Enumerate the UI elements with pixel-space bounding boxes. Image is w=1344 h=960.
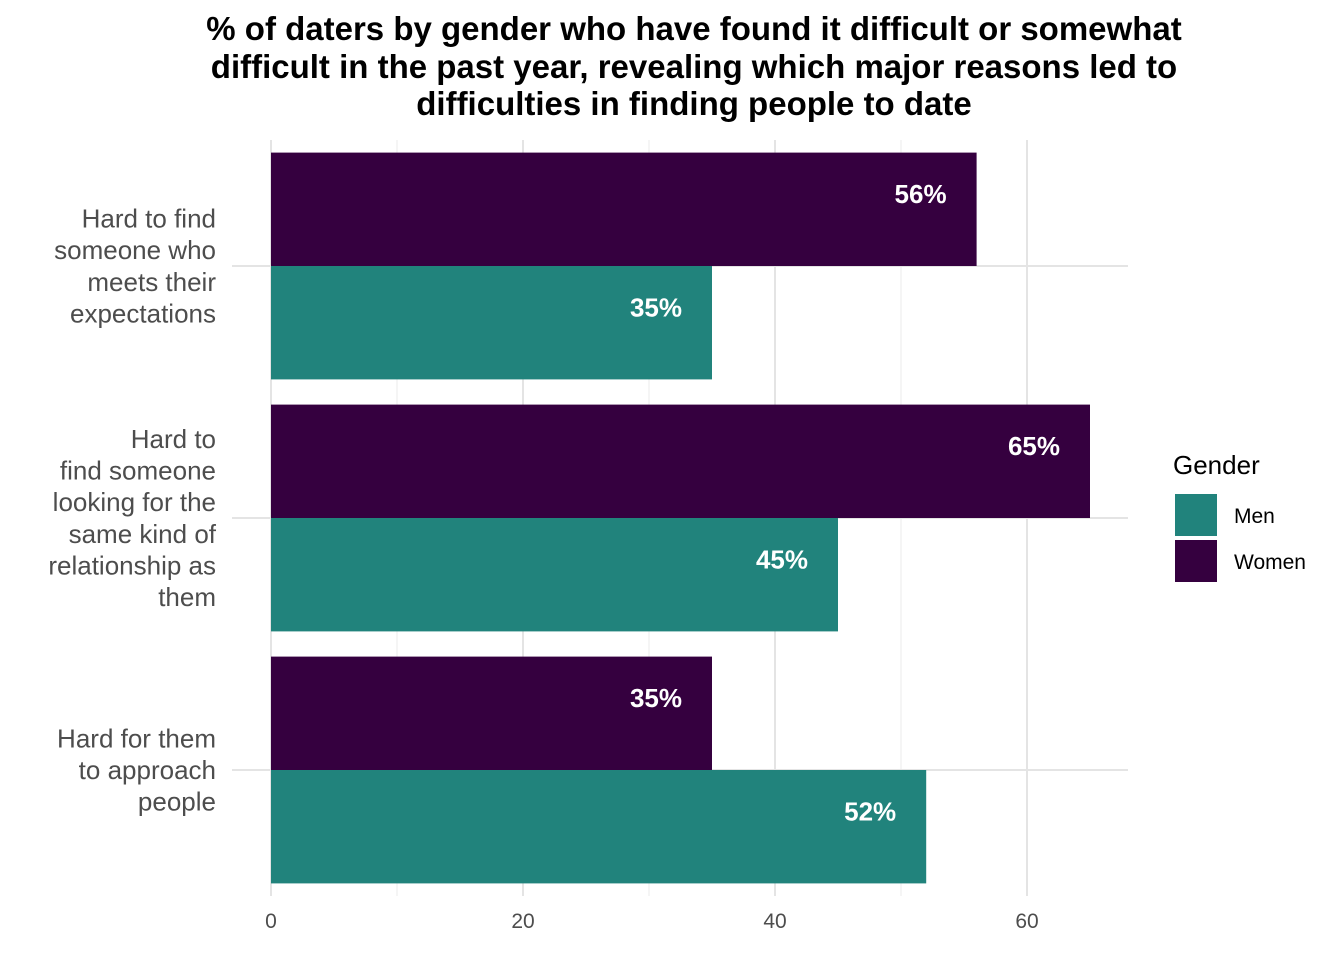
data-label-women: 56% [895, 179, 947, 209]
data-label-men: 45% [756, 545, 808, 575]
category-label: Hard to find someone who meets their expect… [54, 204, 216, 329]
category-label-line: to approach [79, 755, 216, 785]
category-label-line: same kind of [69, 519, 217, 549]
category-labels: Hard to find someone who meets their expect… [48, 204, 216, 817]
bar-women [271, 656, 712, 770]
x-tick-label: 20 [511, 910, 534, 933]
bar-women [271, 152, 977, 266]
data-labels: 56% 35% 65% 45% 35% 52% [630, 179, 1060, 826]
category-label: Hard to find someone looking for the same k… [48, 424, 216, 612]
chart-title-line: difficulties in finding people to date [416, 85, 972, 122]
data-label-women: 35% [630, 683, 682, 713]
legend-title: Gender [1173, 450, 1260, 480]
bar-women [271, 404, 1090, 518]
chart-title-line: difficult in the past year, revealing wh… [211, 48, 1177, 85]
chart-title-line: % of daters by gender who have found it … [206, 10, 1181, 47]
bar-men [271, 518, 838, 632]
legend-swatch-men [1175, 494, 1217, 536]
legend-label-men: Men [1234, 505, 1275, 528]
category-label-line: relationship as [48, 550, 216, 580]
x-tick-label: 60 [1015, 910, 1038, 933]
category-label-line: find someone [60, 456, 216, 486]
category-label-line: looking for the [53, 487, 216, 517]
bar-men [271, 770, 927, 884]
data-label-women: 65% [1008, 431, 1060, 461]
bar-men [271, 266, 712, 380]
category-label-line: someone who [54, 235, 216, 265]
legend-label-women: Women [1234, 551, 1306, 574]
category-label-line: Hard for them [57, 723, 216, 753]
category-label: Hard for them to approach people [57, 723, 216, 816]
bars [271, 152, 1090, 884]
category-label-line: expectations [70, 298, 216, 328]
category-label-line: them [158, 582, 216, 612]
x-tick-label: 40 [763, 910, 786, 933]
category-label-line: Hard to find [82, 204, 216, 234]
category-label-line: people [138, 787, 216, 817]
category-label-line: meets their [87, 267, 216, 297]
category-label-line: Hard to [131, 424, 216, 454]
legend-swatch-women [1175, 540, 1217, 582]
x-tick-label: 0 [265, 910, 277, 933]
legend: Gender Men Women [1173, 450, 1306, 582]
x-tick-labels: 0 20 40 60 [265, 910, 1039, 933]
data-label-men: 35% [630, 293, 682, 323]
data-label-men: 52% [844, 797, 896, 827]
chart-title: % of daters by gender who have found it … [206, 10, 1181, 122]
